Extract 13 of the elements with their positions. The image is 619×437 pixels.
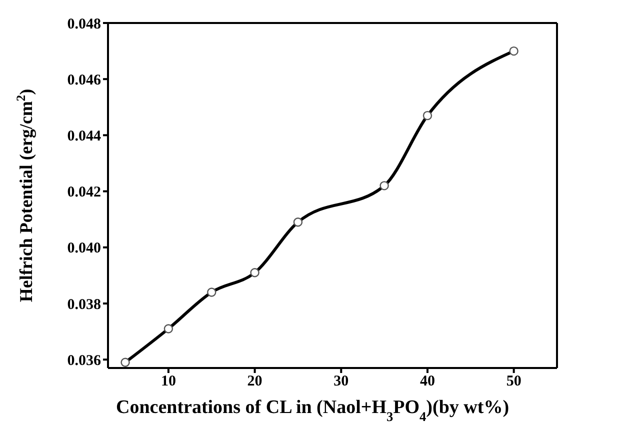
x-tick-label: 30: [334, 374, 349, 390]
x-tick-label: 50: [506, 374, 522, 390]
x-tick-label: 40: [420, 374, 435, 390]
y-tick-label: 0.036: [67, 352, 102, 369]
x-tick-label: 20: [247, 374, 262, 390]
y-tick-label: 0.048: [67, 16, 101, 32]
x-tick-label: 10: [160, 374, 176, 390]
x-axis-title: Concentrations of CL in (Naol+H$_{3}$PO$_{4}$)(by wt%): [116, 397, 510, 424]
y-tick-label: 0.042: [67, 184, 101, 201]
y-tick-label: 0.044: [67, 128, 102, 145]
y-tick-label: 0.038: [67, 296, 101, 313]
y-tick-label: 0.040: [67, 240, 101, 257]
y-tick-label: 0.046: [67, 72, 102, 88]
